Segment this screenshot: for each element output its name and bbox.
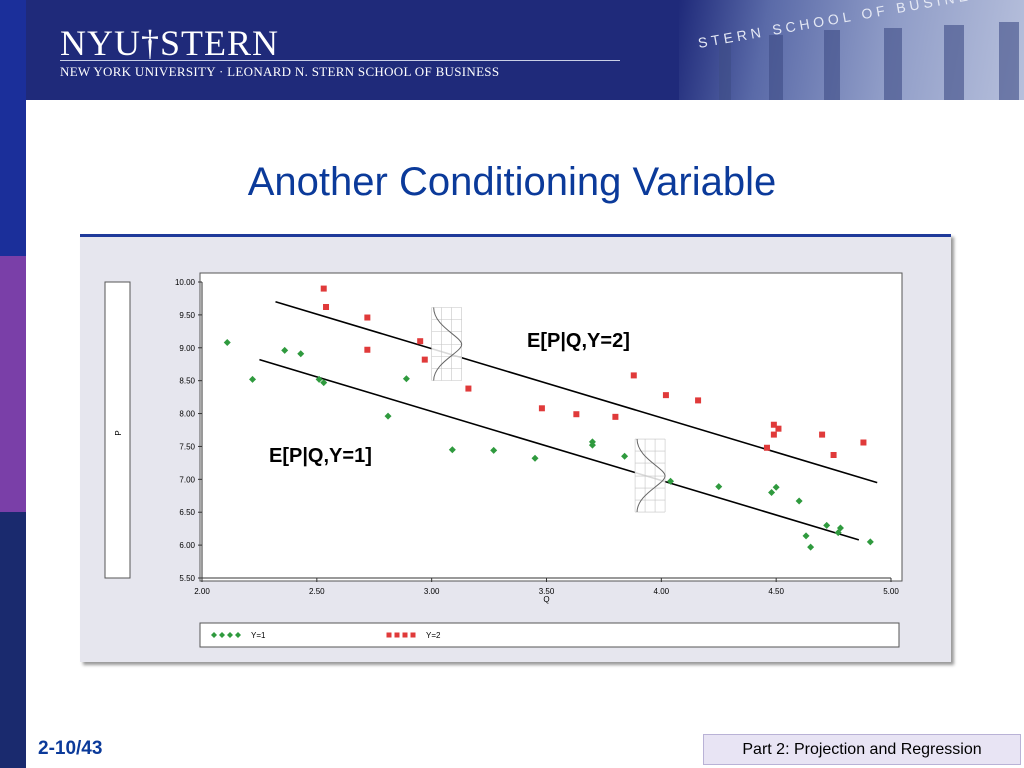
side-bar-blue-top — [0, 0, 26, 256]
side-bar-navy-bottom — [0, 512, 26, 768]
legend-box — [199, 622, 900, 648]
density-curve-y2-curve — [433, 307, 463, 381]
data-point-y2 — [421, 356, 428, 363]
annotation-y2: E[P|Q,Y=2] — [527, 330, 630, 352]
data-point-y1 — [281, 346, 289, 354]
density-curve-y1-bg — [635, 439, 666, 513]
building-photo: STERN SCHOOL OF BUSINESS — [679, 0, 1024, 100]
data-point-y2 — [770, 421, 777, 428]
legend-label: Y=2 — [426, 631, 441, 640]
data-point-y1 — [315, 375, 323, 383]
density-curve-y1 — [634, 438, 666, 513]
y-tick-label: 10.00 — [175, 278, 196, 287]
x-axis-label: Q — [543, 595, 549, 604]
data-point-y1 — [320, 379, 328, 387]
y-tick-label: 6.50 — [179, 508, 195, 517]
data-point-y1 — [402, 375, 410, 383]
x-tick-label: 3.00 — [424, 587, 440, 596]
data-point-y1 — [802, 532, 810, 540]
y-tick-label: 6.00 — [179, 541, 195, 550]
plot-area — [199, 272, 903, 582]
data-point-y2 — [465, 385, 472, 392]
y-tick-label: 7.50 — [179, 442, 195, 451]
x-tick-label: 3.50 — [539, 587, 555, 596]
data-point-y2 — [364, 314, 371, 321]
y-label-box — [104, 281, 131, 579]
data-point-y2 — [320, 285, 327, 292]
data-point-y1 — [297, 350, 305, 358]
data-point-y1 — [384, 412, 392, 420]
data-point-y1 — [223, 339, 231, 347]
density-curve-y2-bg — [431, 307, 462, 381]
data-point-y1 — [448, 446, 456, 454]
logo-subtitle: NEW YORK UNIVERSITY · LEONARD N. STERN S… — [60, 64, 500, 79]
logo-divider — [60, 60, 620, 61]
density-curve-y1-curve — [636, 439, 666, 513]
x-tick-label: 2.50 — [309, 587, 325, 596]
data-point-y2 — [775, 425, 782, 432]
legend-marker-y1 — [235, 632, 241, 638]
data-point-y1 — [588, 441, 596, 449]
data-point-y1 — [490, 446, 498, 454]
data-point-y2 — [630, 372, 637, 379]
data-point-y1 — [531, 454, 539, 462]
building-photo-graphic: STERN SCHOOL OF BUSINESS — [697, 0, 1019, 100]
x-tick-label: 2.00 — [194, 587, 210, 596]
data-point-y1 — [715, 483, 723, 491]
data-point-y1 — [621, 452, 629, 460]
x-tick-label: 4.00 — [654, 587, 670, 596]
density-curve-y2 — [431, 307, 463, 381]
annotation-y1: E[P|Q,Y=1] — [269, 445, 372, 467]
x-tick-label: 4.50 — [768, 587, 784, 596]
legend-marker-y1 — [219, 632, 225, 638]
chart-frame: P 2.00 2.50 3.00 3.50 4.00 4.50 5.00 Q 10.00 9.50… — [80, 234, 951, 662]
x-tick-label: 5.00 — [883, 587, 899, 596]
data-point-y1 — [795, 497, 803, 505]
data-point-y2 — [830, 451, 837, 458]
data-point-y2 — [695, 397, 702, 404]
data-point-y2 — [662, 392, 669, 399]
data-point-y2 — [323, 303, 330, 310]
data-point-y2 — [612, 413, 619, 420]
data-point-y1 — [807, 543, 815, 551]
side-bar-purple — [0, 256, 26, 512]
data-point-y1 — [667, 477, 675, 485]
y-tick-label: 7.00 — [179, 475, 195, 484]
fit-line-y2 — [275, 300, 878, 484]
data-point-y2 — [819, 431, 826, 438]
data-point-y1 — [768, 488, 776, 496]
legend-marker-y1 — [227, 632, 233, 638]
legend-marker-y1 — [211, 632, 217, 638]
y-tick-label: 9.00 — [179, 344, 195, 353]
data-point-y2 — [763, 444, 770, 451]
legend-marker-y2 — [394, 632, 400, 638]
legend-marker-y2 — [386, 632, 392, 638]
y-tick-label: 5.50 — [179, 574, 195, 583]
legend-marker-y2 — [410, 632, 416, 638]
footer-label: Part 2: Projection and Regression — [703, 734, 1021, 765]
header-banner: STERN SCHOOL OF BUSINESS NYU†STERN NEW Y… — [26, 0, 1024, 100]
y-tick-label: 9.50 — [179, 311, 195, 320]
data-point-y1 — [836, 524, 844, 532]
data-point-y1 — [823, 521, 831, 529]
nyu-stern-logo: NYU†STERN — [60, 23, 280, 63]
legend-label: Y=1 — [251, 631, 266, 640]
data-point-y2 — [860, 439, 867, 446]
data-point-y2 — [573, 411, 580, 418]
y-tick-label: 8.00 — [179, 410, 195, 419]
scatter-chart: P 2.00 2.50 3.00 3.50 4.00 4.50 5.00 Q 10.00 9.50… — [104, 272, 903, 648]
fit-line-y1 — [259, 358, 860, 541]
slide-title: Another Conditioning Variable — [247, 160, 777, 204]
data-point-y2 — [770, 431, 777, 438]
data-point-y2 — [538, 405, 545, 412]
data-point-y1 — [249, 375, 257, 383]
data-point-y2 — [364, 346, 371, 353]
data-point-y2 — [417, 338, 424, 345]
page-number: 2-10/43 — [38, 738, 103, 759]
data-point-y1 — [772, 483, 780, 491]
legend-marker-y2 — [402, 632, 408, 638]
y-tick-label: 8.50 — [179, 377, 195, 386]
data-point-y1 — [866, 538, 874, 546]
y-axis-label: P — [114, 430, 123, 435]
